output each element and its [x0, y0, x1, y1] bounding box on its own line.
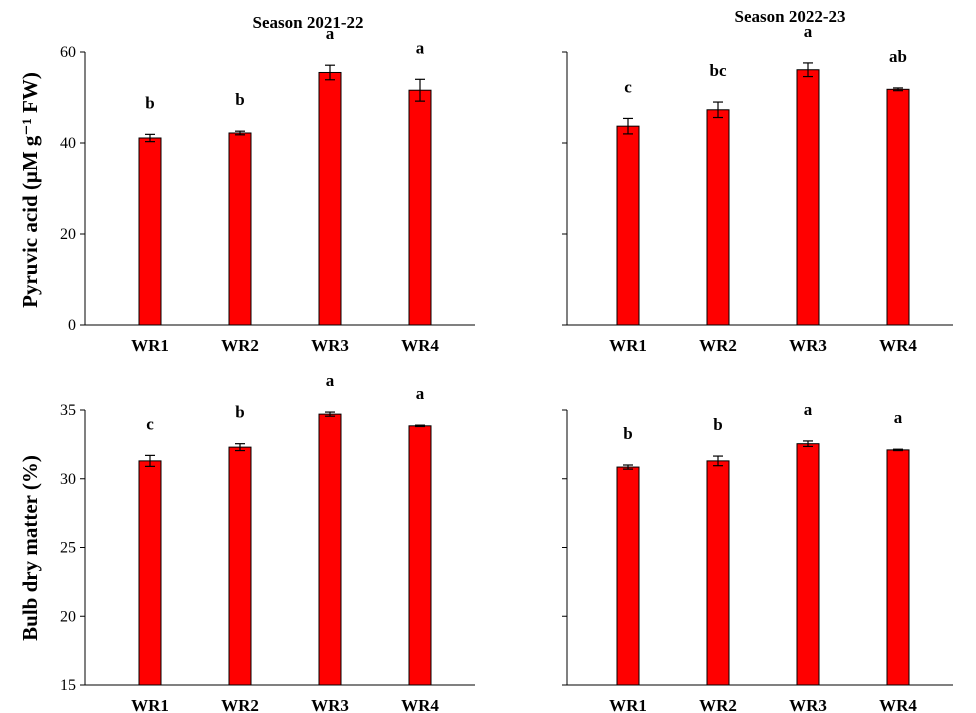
chart-title: Season 2021-22 — [253, 13, 364, 32]
bar-wr4 — [408, 425, 432, 686]
category-label: WR4 — [879, 696, 917, 713]
significance-letter: a — [416, 384, 425, 403]
chart-title: Season 2022-23 — [735, 7, 846, 26]
y-tick-label: 0 — [68, 317, 76, 334]
category-label: WR2 — [221, 336, 259, 355]
chart-panel-2: Season 2022-23 c WR1 bc WR2 a WR3 ab WR4 — [562, 7, 953, 355]
y-tick-label: 20 — [60, 608, 76, 625]
bar-wr3 — [796, 443, 820, 686]
y-tick-label: 40 — [60, 135, 76, 152]
bar-wr4 — [886, 88, 910, 326]
y-tick-label: 15 — [60, 677, 76, 694]
category-label: WR3 — [789, 696, 827, 713]
category-label: WR3 — [311, 336, 349, 355]
y-tick-label: 30 — [60, 471, 76, 488]
category-label: WR1 — [131, 336, 169, 355]
chart-panel-4: b WR1 b WR2 a WR3 a WR4 — [562, 400, 953, 713]
category-label: WR1 — [131, 696, 169, 713]
bar-wr1 — [616, 125, 640, 326]
row-1-ylabel: Pyruvic acid (μM g⁻¹ FW) — [18, 72, 42, 308]
significance-letter: b — [713, 415, 722, 434]
bar-wr2 — [706, 109, 730, 326]
category-label: WR4 — [879, 336, 917, 355]
bar-wr4 — [886, 449, 910, 686]
y-tick-label: 20 — [60, 226, 76, 243]
row-2-ylabel: Bulb dry matter (%) — [18, 455, 42, 641]
category-label: WR1 — [609, 336, 647, 355]
significance-letter: a — [804, 22, 813, 41]
significance-letter: b — [145, 93, 154, 112]
significance-letter: a — [894, 408, 903, 427]
category-label: WR4 — [401, 336, 439, 355]
category-label: WR4 — [401, 696, 439, 713]
significance-letter: a — [804, 400, 813, 419]
category-label: WR2 — [699, 336, 737, 355]
category-label: WR2 — [221, 696, 259, 713]
bar-wr2 — [228, 132, 252, 326]
chart-panel-1: Season 2021-22 0 20 40 60 b WR1 b WR2 a WR3 a WR4 — [60, 13, 475, 355]
significance-letter: b — [235, 403, 244, 422]
bar-wr3 — [318, 413, 342, 686]
bar-wr2 — [706, 460, 730, 686]
significance-letter: b — [623, 424, 632, 443]
bar-wr1 — [138, 137, 162, 326]
category-label: WR3 — [311, 696, 349, 713]
bar-wr1 — [616, 466, 640, 686]
category-label: WR3 — [789, 336, 827, 355]
bar-wr4 — [408, 89, 432, 326]
chart-panel-3: 15 20 25 30 35 c WR1 b WR2 a WR3 a WR4 — [60, 371, 475, 713]
bar-wr2 — [228, 446, 252, 686]
significance-letter: c — [624, 77, 632, 96]
y-tick-label: 35 — [60, 402, 76, 419]
significance-letter: bc — [710, 61, 727, 80]
significance-letter: ab — [889, 47, 907, 66]
y-tick-label: 25 — [60, 540, 76, 557]
significance-letter: a — [416, 38, 425, 57]
bar-wr3 — [796, 69, 820, 326]
significance-letter: b — [235, 90, 244, 109]
significance-letter: c — [146, 414, 154, 433]
significance-letter: a — [326, 371, 335, 390]
category-label: WR2 — [699, 696, 737, 713]
y-tick-label: 60 — [60, 44, 76, 61]
category-label: WR1 — [609, 696, 647, 713]
significance-letter: a — [326, 24, 335, 43]
bar-wr3 — [318, 71, 342, 326]
bar-wr1 — [138, 460, 162, 686]
